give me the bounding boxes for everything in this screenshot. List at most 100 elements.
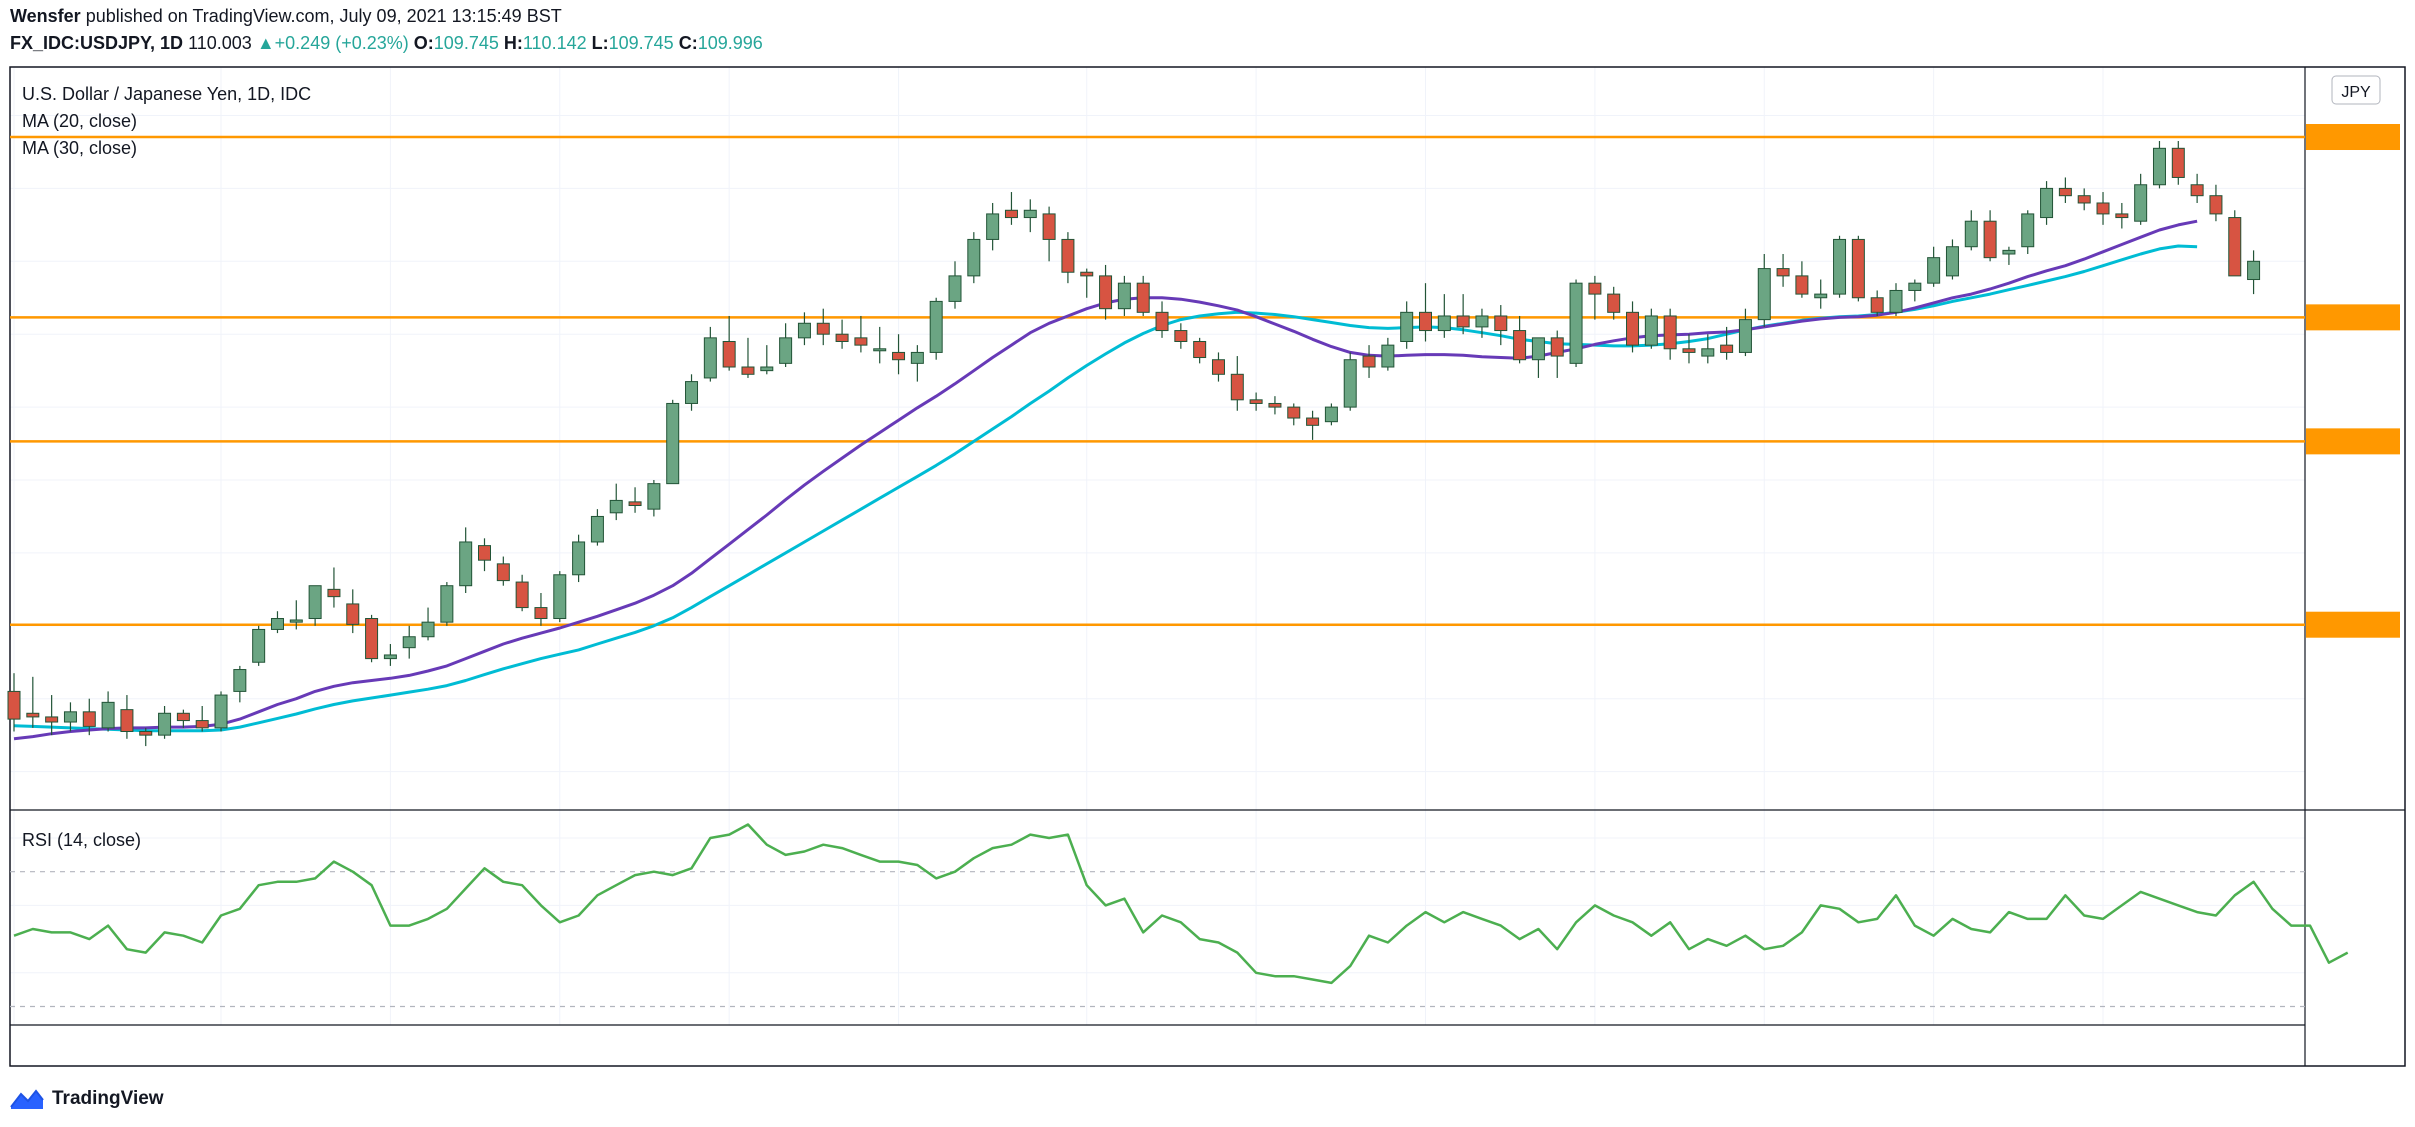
candle-body <box>1945 246 1959 277</box>
bullish-candle <box>703 326 717 382</box>
bullish-candle <box>590 509 604 546</box>
candle-body <box>1155 311 1169 332</box>
candle-body <box>553 574 567 620</box>
bearish-candle <box>741 337 755 378</box>
bullish-candle <box>252 625 266 666</box>
candle-body <box>572 541 586 576</box>
candle-body <box>1381 344 1395 368</box>
candle-body <box>1287 406 1301 419</box>
bullish-candle <box>1889 283 1903 316</box>
bearish-candle <box>1870 290 1884 316</box>
publisher-name[interactable]: Wensfer <box>10 6 81 26</box>
bullish-candle <box>2134 173 2148 225</box>
candle-body <box>346 603 360 625</box>
candle-body <box>2040 187 2054 219</box>
candle-body <box>779 337 793 364</box>
candle-body <box>289 619 303 623</box>
high-value: 110.142 <box>522 33 587 53</box>
candle-body <box>929 300 943 353</box>
bearish-candle <box>1287 403 1301 426</box>
candle-body <box>270 618 284 630</box>
last-price: 110.003 <box>188 33 252 53</box>
bullish-candle <box>1945 239 1959 280</box>
candle-body <box>854 337 868 346</box>
candle-body <box>327 588 341 598</box>
candle-body <box>383 654 397 660</box>
bullish-candle <box>797 312 811 346</box>
bullish-candle <box>1964 210 1978 251</box>
candle-body <box>2171 147 2185 178</box>
bullish-candle <box>1738 308 1752 357</box>
candle-body <box>910 351 924 364</box>
bullish-candle <box>459 527 473 593</box>
bearish-candle <box>1249 392 1263 411</box>
bullish-candle <box>1117 275 1131 316</box>
bearish-candle <box>195 705 209 732</box>
candle-body <box>1927 257 1941 284</box>
candle-body <box>2021 213 2035 248</box>
bearish-candle <box>26 676 40 728</box>
open-value: 109.745 <box>433 33 499 53</box>
bearish-candle <box>1983 210 1997 262</box>
candle-body <box>1908 282 1922 291</box>
candle-body <box>2115 213 2129 219</box>
bearish-candle <box>1211 352 1225 382</box>
candle-body <box>685 381 699 404</box>
bullish-candle <box>1927 246 1941 287</box>
bearish-candle <box>327 567 341 608</box>
level-label-box <box>2306 428 2400 455</box>
bearish-candle <box>1588 275 1602 320</box>
candle-body <box>2134 184 2148 222</box>
candle-body <box>1306 417 1320 426</box>
candle-body <box>478 545 491 561</box>
bullish-candle <box>1475 308 1489 338</box>
bearish-candle <box>2115 202 2129 229</box>
bearish-candle <box>1419 283 1432 342</box>
candle-body <box>590 515 604 543</box>
bullish-candle <box>986 202 1000 251</box>
bearish-candle <box>365 614 379 663</box>
candle-body <box>1513 330 1527 361</box>
candle-body <box>1249 399 1263 404</box>
candle-body <box>1211 359 1225 375</box>
chart-title: U.S. Dollar / Japanese Yen, 1D, IDC <box>22 84 311 104</box>
bullish-candle <box>929 297 943 360</box>
bullish-candle <box>440 582 454 626</box>
candle-body <box>252 628 266 663</box>
candle-body <box>666 402 680 485</box>
candle-body <box>1268 402 1282 408</box>
candle-body <box>440 585 454 623</box>
candle-body <box>1099 275 1113 310</box>
tradingview-logo-icon <box>10 1089 44 1109</box>
candle-body <box>2190 184 2204 197</box>
bullish-candle <box>948 261 962 309</box>
bearish-candle <box>1099 264 1113 320</box>
bearish-candle <box>2077 188 2091 211</box>
candle-body <box>365 618 379 660</box>
brand-name: TradingView <box>52 1088 164 1109</box>
bullish-candle <box>1757 254 1771 327</box>
candle-body <box>1550 337 1564 357</box>
bullish-candle <box>233 665 247 703</box>
close-value: 109.996 <box>697 33 763 53</box>
low-value: 109.745 <box>608 33 674 53</box>
candle-body <box>26 712 40 718</box>
candle-body <box>797 322 811 339</box>
published-text: published on TradingView.com, July 09, 2… <box>85 6 562 26</box>
candle-body <box>1042 213 1056 240</box>
high-label: H: <box>503 33 523 53</box>
candle-body <box>1456 315 1470 328</box>
bearish-candle <box>1513 315 1527 364</box>
tradingview-branding[interactable]: TradingView <box>10 1086 164 1112</box>
bearish-candle <box>1193 337 1207 364</box>
candle-body <box>628 501 642 507</box>
candle-body <box>1720 344 1734 353</box>
candle-body <box>816 322 830 335</box>
bullish-candle <box>779 323 793 368</box>
bearish-candle <box>346 589 360 634</box>
bearish-candle <box>722 315 736 371</box>
bearish-candle <box>854 315 868 353</box>
low-label: L: <box>591 33 609 53</box>
candle-body <box>948 275 962 302</box>
